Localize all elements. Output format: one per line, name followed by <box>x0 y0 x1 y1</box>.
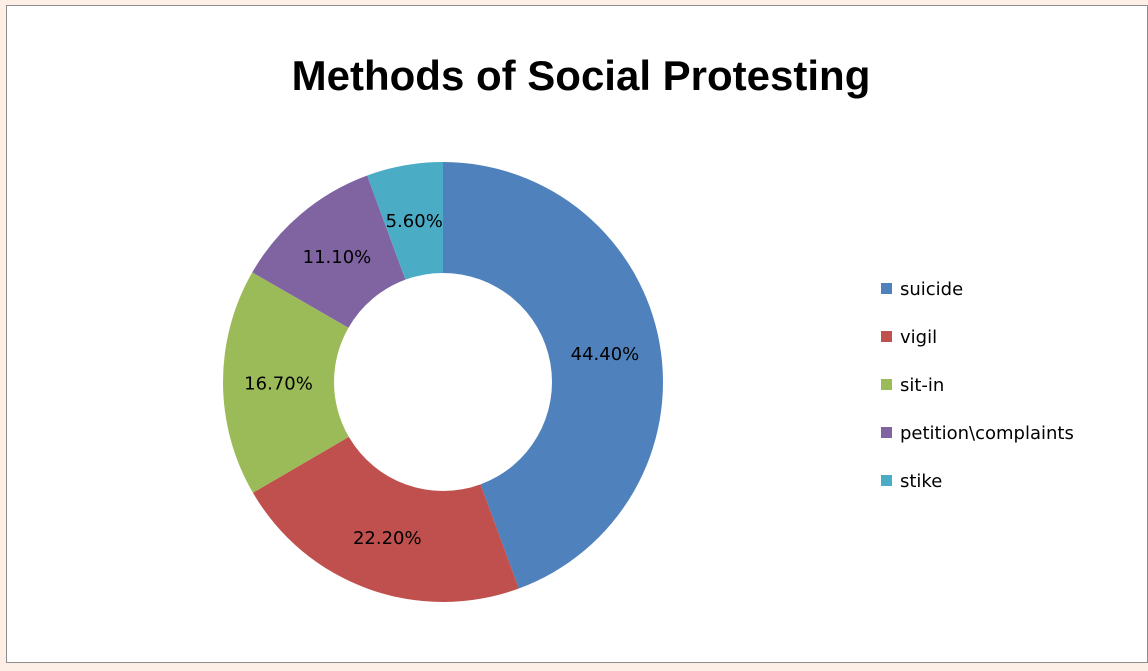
data-label-suicide: 44.40% <box>571 344 640 365</box>
legend-swatch-vigil <box>881 331 892 342</box>
legend-label-sit-in: sit-in <box>900 375 944 396</box>
legend-swatch-petition-complaints <box>881 427 892 438</box>
legend-label-vigil: vigil <box>900 327 937 348</box>
legend-swatch-sit-in <box>881 379 892 390</box>
slices-group <box>222 162 663 602</box>
data-label-petition-complaints: 11.10% <box>303 247 372 268</box>
data-label-sit-in: 16.70% <box>244 374 313 395</box>
data-label-vigil: 22.20% <box>353 528 422 549</box>
legend-swatch-suicide <box>881 283 892 294</box>
chart-title: Methods of Social Protesting <box>292 52 871 99</box>
legend-swatch-stike <box>881 475 892 486</box>
slice-petition-complaints <box>252 175 406 328</box>
data-labels-group: 44.40% 22.20% 16.70% 11.10% 5.60% <box>244 211 639 549</box>
doughnut-chart: Methods of Social Protesting 44.40% 22.20… <box>222 52 1074 602</box>
slice-sit-in <box>222 272 349 493</box>
legend-label-stike: stike <box>900 471 942 492</box>
data-label-stike: 5.60% <box>386 211 443 232</box>
legend: suicide vigil sit-in petition\complaints sti… <box>881 279 1074 492</box>
chart-area: Methods of Social Protesting 44.40% 22.20… <box>6 5 1148 663</box>
legend-label-petition-complaints: petition\complaints <box>900 423 1074 444</box>
legend-label-suicide: suicide <box>900 279 963 300</box>
slice-suicide <box>443 162 663 589</box>
slice-stike <box>367 162 443 280</box>
slice-vigil <box>252 436 519 602</box>
